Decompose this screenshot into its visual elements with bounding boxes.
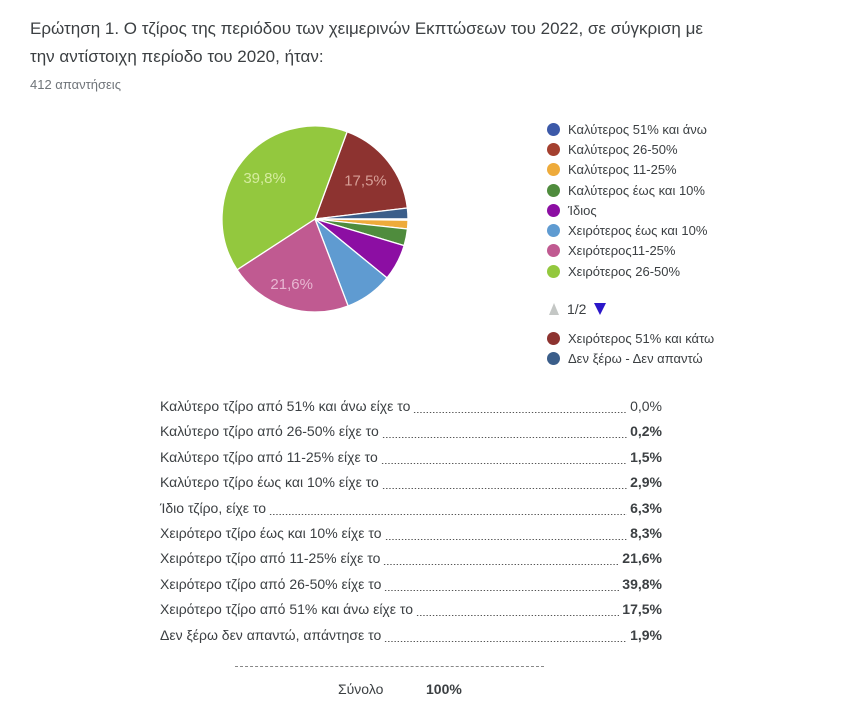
svg-text:21,6%: 21,6% xyxy=(270,276,313,293)
svg-text:17,5%: 17,5% xyxy=(344,172,387,189)
svg-text:39,8%: 39,8% xyxy=(243,170,286,187)
